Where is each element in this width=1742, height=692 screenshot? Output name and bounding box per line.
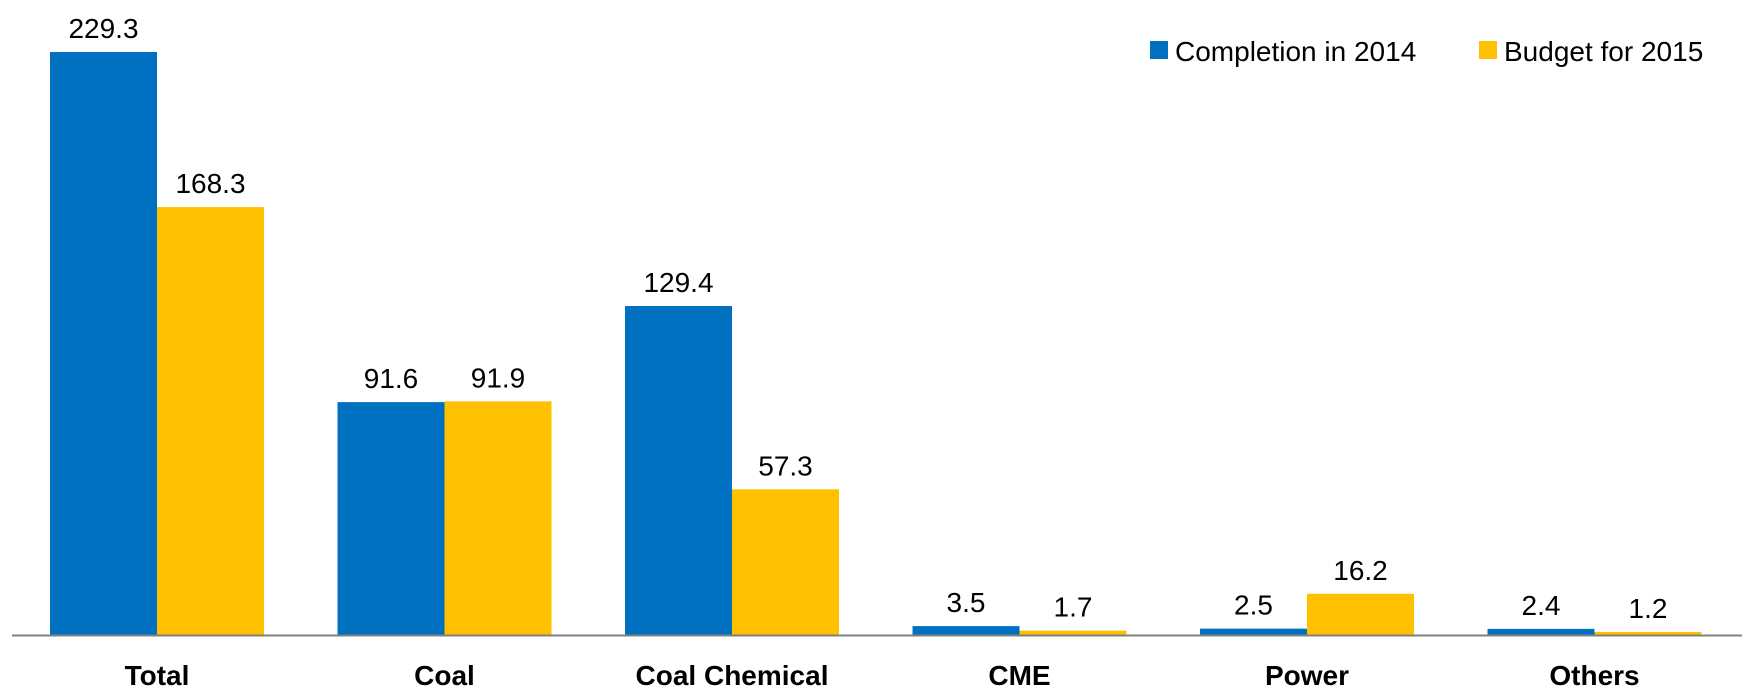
data-label-total-budget-for-2015: 168.3 xyxy=(175,168,245,199)
bar-coal-completion-in-2014 xyxy=(337,402,445,635)
bar-power-completion-in-2014 xyxy=(1200,628,1307,635)
bar-coal-budget-for-2015 xyxy=(444,401,552,635)
data-label-others-completion-in-2014: 2.4 xyxy=(1522,590,1561,621)
data-label-coal-completion-in-2014: 91.6 xyxy=(364,363,419,394)
bar-coal-chemical-budget-for-2015 xyxy=(732,489,839,635)
category-label-coal: Coal xyxy=(414,660,475,691)
data-label-others-budget-for-2015: 1.2 xyxy=(1629,593,1668,624)
legend: Completion in 2014 Budget for 2015 xyxy=(1150,36,1703,67)
bar-others-completion-in-2014 xyxy=(1487,628,1595,635)
data-label-total-completion-in-2014: 229.3 xyxy=(68,13,138,44)
category-label-cme: CME xyxy=(988,660,1050,691)
bar-cme-budget-for-2015 xyxy=(1019,630,1127,635)
bar-total-completion-in-2014 xyxy=(50,52,157,635)
data-label-coal-budget-for-2015: 91.9 xyxy=(471,362,526,393)
category-label-total: Total xyxy=(125,660,190,691)
legend-label-budget-for-2015: Budget for 2015 xyxy=(1504,36,1703,67)
bar-coal-chemical-completion-in-2014 xyxy=(625,305,732,635)
data-label-coal-chemical-budget-for-2015: 57.3 xyxy=(758,450,813,481)
legend-label-completion-in-2014: Completion in 2014 xyxy=(1175,36,1416,67)
bar-others-budget-for-2015 xyxy=(1594,631,1702,635)
bar-total-budget-for-2015 xyxy=(157,207,264,636)
data-label-cme-budget-for-2015: 1.7 xyxy=(1054,592,1093,623)
legend-swatch-budget-for-2015 xyxy=(1479,41,1497,59)
category-label-power: Power xyxy=(1265,660,1349,691)
data-label-power-completion-in-2014: 2.5 xyxy=(1234,590,1273,621)
category-label-others: Others xyxy=(1549,660,1639,691)
data-label-power-budget-for-2015: 16.2 xyxy=(1333,555,1388,586)
bar-cme-completion-in-2014 xyxy=(912,626,1020,635)
data-label-coal-chemical-completion-in-2014: 129.4 xyxy=(643,267,713,298)
category-label-coal-chemical: Coal Chemical xyxy=(636,660,829,691)
data-labels-layer: 229.3 168.3 91.6 91.9 129.4 57.3 3.5 1.7 2.5 16.2… xyxy=(68,13,1667,624)
bar-power-budget-for-2015 xyxy=(1307,593,1414,635)
data-label-cme-completion-in-2014: 3.5 xyxy=(947,587,986,618)
legend-swatch-completion-in-2014 xyxy=(1150,41,1168,59)
category-labels-layer: Total Coal Coal Chemical CME Power Others xyxy=(125,660,1640,691)
bars-layer xyxy=(50,52,1702,636)
